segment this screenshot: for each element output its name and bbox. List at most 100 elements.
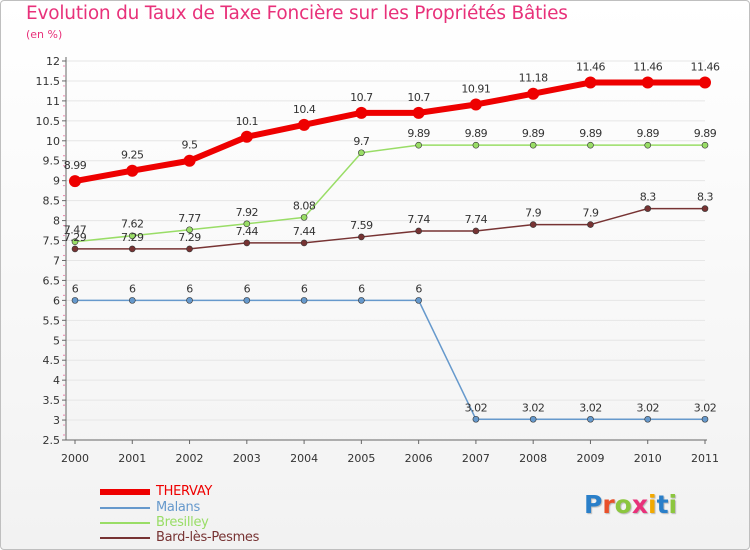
data-label: 6 [72, 282, 79, 295]
y-minor-dot [63, 75, 65, 77]
legend-item-bresilley[interactable]: Bresilley [100, 515, 320, 531]
data-point [71, 238, 79, 246]
y-minor-dot [63, 65, 65, 67]
data-label: 7.62 [121, 218, 144, 231]
x-tick-label: 2005 [347, 452, 375, 465]
data-point [699, 76, 711, 89]
y-minor-dot [63, 185, 65, 187]
data-label: 7.44 [236, 225, 259, 238]
data-label: 7.29 [121, 231, 144, 244]
y-minor-dot [63, 85, 65, 87]
y-tick-label: 4.5 [43, 354, 61, 367]
data-label: 10.4 [293, 103, 316, 116]
y-tick-label: 10 [46, 135, 60, 148]
data-point [128, 245, 136, 253]
y-tick-label: 3.5 [43, 394, 61, 407]
data-label: 9.89 [407, 127, 430, 140]
legend-item-bard-les-pesmes[interactable]: Bard-lès-Pesmes [100, 530, 320, 546]
series-line-thervay [72, 79, 708, 185]
y-minor-dot [63, 165, 65, 167]
legend-swatch [100, 522, 150, 524]
legend-item-thervay[interactable]: THERVAY [100, 484, 320, 500]
data-label: 6 [301, 282, 308, 295]
data-point [358, 233, 365, 241]
legend-item-malans[interactable]: Malans [100, 500, 320, 516]
data-label: 8.3 [640, 191, 656, 204]
logo-letter: t [656, 490, 669, 519]
y-minor-dot [63, 394, 65, 396]
data-point [527, 87, 540, 100]
data-point [469, 98, 482, 111]
y-minor-dot [63, 115, 65, 117]
x-tick-label: 2011 [691, 452, 719, 465]
data-point [71, 245, 79, 253]
data-label: 9.7 [353, 135, 369, 148]
x-tick-label: 2009 [576, 452, 604, 465]
x-tick-label: 2008 [519, 452, 547, 465]
legend-label: Bard-lès-Pesmes [156, 530, 260, 545]
data-point [69, 175, 81, 188]
data-point [240, 130, 253, 143]
logo-letter: i [648, 490, 657, 519]
data-label: 7.74 [407, 213, 430, 226]
y-minor-dot [63, 414, 65, 416]
data-point [243, 220, 251, 228]
legend-label: Malans [156, 500, 200, 515]
y-tick-label: 4 [53, 374, 60, 387]
data-point [126, 164, 139, 177]
data-label: 9.5 [182, 139, 198, 152]
y-minor-dot [63, 344, 65, 346]
data-point [128, 297, 136, 304]
proxiti-logo: Proxiti [584, 490, 677, 519]
y-tick-label: 8 [53, 215, 60, 228]
data-label: 10.91 [461, 82, 490, 95]
data-point [472, 227, 480, 235]
data-label: 7.92 [236, 206, 259, 219]
y-minor-dot [63, 95, 65, 97]
data-label: 8.08 [293, 199, 316, 212]
data-label: 3.02 [694, 401, 717, 414]
data-label: 11.46 [633, 61, 662, 74]
data-label: 10.7 [350, 91, 373, 104]
y-tick-label: 11.5 [36, 75, 61, 88]
data-point [584, 76, 597, 89]
data-label: 3.02 [579, 401, 602, 414]
data-point [644, 415, 652, 423]
y-minor-dot [63, 175, 65, 177]
x-tick-label: 2001 [118, 452, 146, 465]
data-label: 7.44 [293, 225, 316, 238]
data-label: 10.7 [407, 91, 430, 104]
data-label: 11.18 [519, 72, 548, 85]
data-point [128, 232, 136, 240]
y-tick-label: 7 [53, 254, 60, 267]
y-minor-dot [63, 135, 65, 137]
series-line-bresilley [74, 144, 706, 243]
data-label: 7.29 [64, 231, 87, 244]
data-point [300, 214, 308, 221]
data-label: 9.89 [636, 127, 659, 140]
series-line-malans [74, 299, 706, 421]
series-line-bard-l-s-pesmes [74, 207, 706, 250]
y-minor-dot [63, 364, 65, 366]
y-tick-label: 3 [53, 414, 60, 427]
data-label: 3.02 [636, 401, 659, 414]
data-point [644, 205, 652, 212]
x-tick-label: 2000 [61, 452, 89, 465]
data-label: 7.9 [525, 207, 541, 220]
data-label: 8.3 [697, 191, 713, 204]
data-label: 6 [244, 282, 251, 295]
y-minor-dot [63, 264, 65, 267]
data-label: 8.99 [64, 159, 87, 172]
data-point [183, 154, 196, 167]
data-point [529, 415, 537, 423]
y-minor-dot [63, 324, 65, 326]
data-point [701, 205, 709, 212]
data-label: 3.02 [465, 401, 488, 414]
data-point [587, 141, 594, 149]
data-point [644, 141, 652, 149]
data-point [355, 106, 368, 119]
data-point [186, 297, 193, 304]
data-label: 7.74 [465, 213, 488, 226]
data-point [300, 239, 308, 247]
